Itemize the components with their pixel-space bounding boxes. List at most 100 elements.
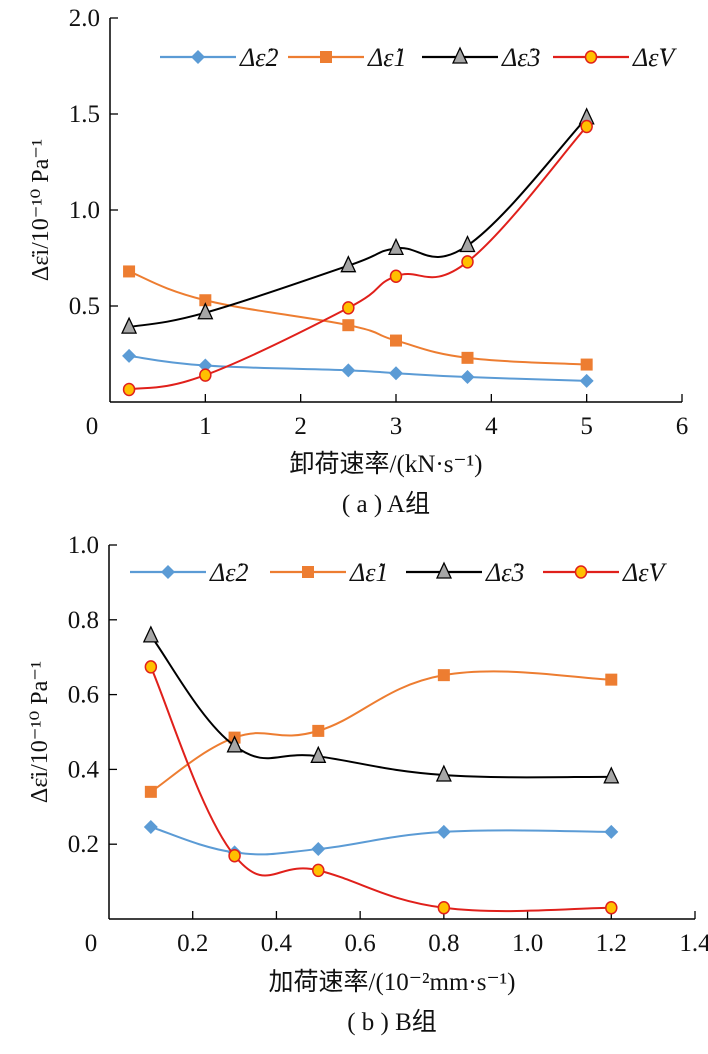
- legend-label: Δε̇2: [209, 558, 249, 587]
- y-axis-label: Δε̇i/10⁻¹⁰ Pa⁻¹: [28, 139, 54, 281]
- chart-1: 0 0.2 0.4 0.6 0.8 1.0 1.2 1.4 0.2 0.4 0.6 0.8 1.0 Δε̇…: [27, 532, 708, 1036]
- data-point-circle: [122, 382, 136, 397]
- y-tick-label: 0.8: [68, 607, 99, 634]
- series-e1: [123, 265, 593, 371]
- y-tick-label: 0.6: [68, 682, 99, 709]
- y-tick-label: 2.0: [69, 5, 100, 32]
- data-point-triangle: [310, 745, 327, 763]
- y-tick-label: 0.4: [68, 756, 100, 783]
- x-tick-label: 1.0: [512, 930, 543, 957]
- series-line-e1: [128, 270, 587, 366]
- data-point-triangle: [197, 302, 214, 320]
- series-e2: [122, 348, 594, 388]
- legend-marker-circle: [574, 565, 588, 579]
- x-tick-label: 2: [294, 413, 307, 440]
- series-line-eV: [149, 666, 612, 913]
- data-point-circle: [461, 255, 474, 269]
- data-point-square: [199, 294, 212, 307]
- data-point-circle: [389, 269, 403, 283]
- legend-marker-triangle: [451, 46, 469, 64]
- legend-marker-diamond: [191, 50, 205, 64]
- y-tick-label: 0.2: [68, 831, 99, 858]
- series-eV: [144, 660, 618, 915]
- y-tick-label: 0.5: [69, 293, 100, 320]
- series-e1: [144, 669, 618, 798]
- series-e3: [142, 625, 620, 784]
- data-point-triangle: [340, 255, 357, 273]
- series-line-e1: [150, 670, 612, 793]
- series-eV: [122, 119, 593, 397]
- data-point-diamond: [311, 842, 326, 857]
- x-tick-label: 1.4: [679, 930, 708, 957]
- data-point-circle: [580, 119, 593, 134]
- data-point-diamond: [460, 370, 475, 385]
- data-point-square: [605, 673, 618, 686]
- data-point-triangle: [226, 735, 243, 753]
- data-point-square: [144, 785, 157, 798]
- x-tick-label: 3: [390, 413, 403, 440]
- x-tick-label: 0.2: [177, 930, 208, 957]
- data-point-triangle: [387, 237, 405, 256]
- y-tick-label: 1.5: [69, 101, 100, 128]
- data-point-square: [390, 334, 402, 347]
- series-line-e2: [150, 826, 612, 856]
- data-point-square: [312, 724, 325, 737]
- data-point-diamond: [389, 366, 403, 381]
- x-tick-label: 0.8: [428, 930, 459, 957]
- x-tick-label: 0.6: [345, 930, 376, 957]
- series-e3: [121, 107, 595, 334]
- legend-marker-circle: [584, 50, 598, 64]
- legend-marker-triangle: [435, 561, 453, 579]
- data-point-square: [123, 265, 136, 278]
- data-point-triangle: [603, 766, 620, 784]
- data-point-diamond: [198, 358, 213, 373]
- x-axis-label: 卸荷速率/(kN·s⁻¹): [290, 450, 483, 478]
- data-point-diamond: [436, 824, 451, 839]
- legend-label: Δε̇3: [485, 558, 525, 587]
- legend-label: Δε̇V: [632, 43, 678, 72]
- data-point-diamond: [143, 819, 158, 834]
- legend-label: Δε̇2: [239, 43, 279, 72]
- data-point-circle: [342, 301, 355, 315]
- x-tick-label: 1: [199, 413, 212, 440]
- legend-marker-square: [302, 566, 314, 578]
- series-line-e3: [128, 117, 588, 329]
- data-point-circle: [437, 901, 451, 915]
- x-tick-label: 4: [485, 413, 498, 440]
- series-line-eV: [128, 125, 588, 391]
- caption: ( b ) B组: [347, 1008, 437, 1036]
- x-axis-label: 加荷速率/(10⁻²mm·s⁻¹): [269, 968, 516, 996]
- data-point-circle: [228, 849, 241, 863]
- y-tick-label: 1.0: [69, 197, 100, 224]
- x-tick-label: 0: [86, 413, 99, 440]
- y-axis-label: Δε̇i/10⁻¹⁰ Pa⁻¹: [27, 661, 53, 803]
- data-point-circle: [605, 901, 618, 915]
- data-point-diamond: [341, 363, 356, 378]
- legend-label: Δε̇V: [622, 558, 668, 587]
- y-tick-label: 1.0: [68, 532, 99, 559]
- data-point-circle: [312, 863, 325, 878]
- legend-label: Δε̇1: [349, 558, 389, 587]
- legend-label: Δε̇1: [367, 43, 407, 72]
- data-point-diamond: [604, 824, 619, 839]
- x-tick-label: 5: [580, 413, 593, 440]
- data-point-triangle: [435, 764, 452, 782]
- x-tick-label: 6: [676, 413, 689, 440]
- x-tick-label: 1.2: [596, 930, 627, 957]
- x-tick-label: 0.4: [261, 930, 293, 957]
- data-point-circle: [144, 660, 158, 674]
- x-tick-label: 0: [85, 930, 98, 957]
- data-point-triangle: [459, 234, 476, 253]
- legend-label: Δε̇3: [501, 43, 541, 72]
- data-point-triangle: [142, 625, 159, 643]
- data-point-diamond: [122, 348, 137, 363]
- chart-0: 0 1 2 3 4 5 6 0.5 1.0 1.5 2.0 Δε̇i/10⁻¹⁰ Pa⁻¹ 卸荷速率/(…: [28, 5, 688, 518]
- data-point-square: [437, 669, 450, 682]
- data-point-square: [580, 358, 593, 371]
- data-point-square: [461, 351, 474, 364]
- series-line-e3: [150, 635, 612, 779]
- data-point-circle: [199, 368, 212, 382]
- data-point-triangle: [121, 316, 138, 334]
- legend-marker-diamond: [161, 565, 175, 579]
